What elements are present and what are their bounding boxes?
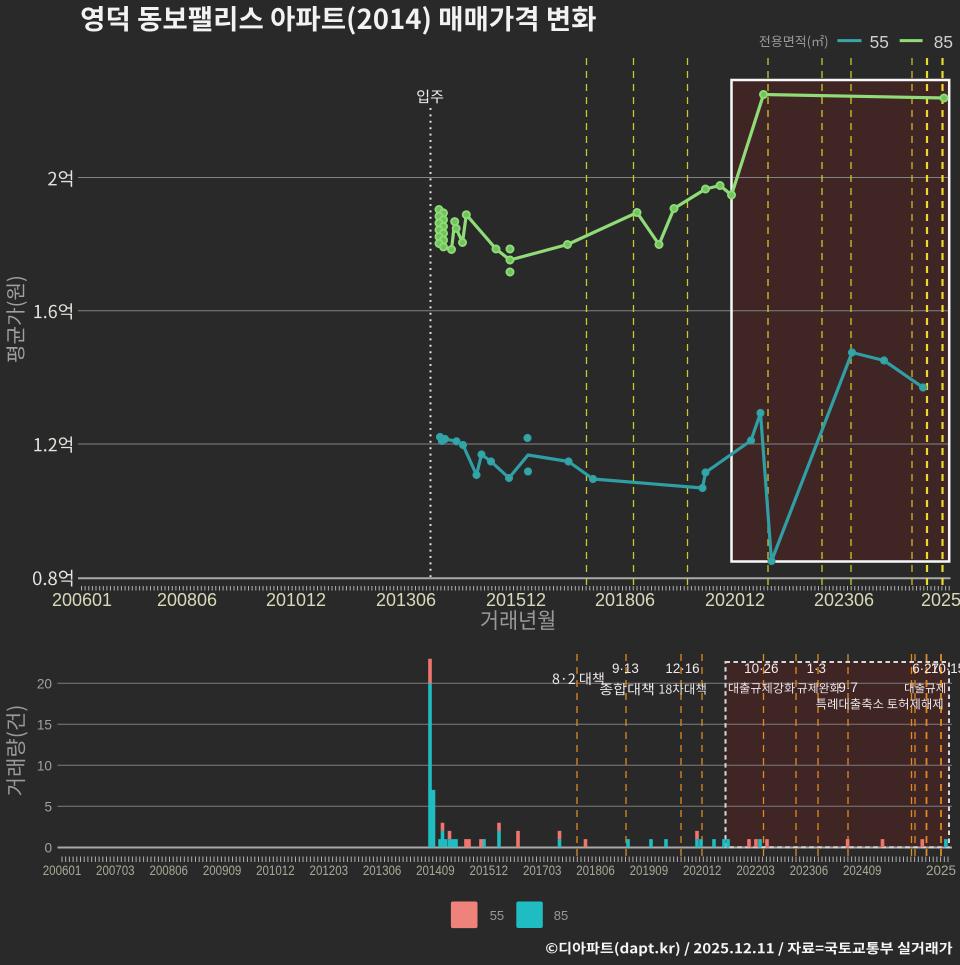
svg-text:1·3: 1·3 — [807, 661, 826, 676]
svg-text:85: 85 — [554, 908, 568, 923]
svg-text:200806: 200806 — [149, 862, 188, 878]
svg-text:200909: 200909 — [203, 862, 242, 878]
svg-text:2025: 2025 — [926, 862, 956, 878]
svg-text:202012: 202012 — [705, 590, 765, 610]
svg-text:201806: 201806 — [595, 590, 655, 610]
svg-text:201409: 201409 — [416, 862, 455, 878]
svg-text:202203: 202203 — [736, 862, 775, 878]
svg-text:2025: 2025 — [921, 590, 960, 610]
svg-text:201306: 201306 — [376, 590, 436, 610]
svg-text:201703: 201703 — [523, 862, 562, 878]
svg-text:20: 20 — [37, 677, 53, 692]
svg-text:201909: 201909 — [630, 862, 669, 878]
svg-text:200703: 200703 — [96, 862, 135, 878]
svg-text:5: 5 — [44, 800, 52, 815]
svg-text:201806: 201806 — [576, 862, 615, 878]
svg-text:10·15: 10·15 — [931, 661, 960, 676]
svg-text:201306: 201306 — [363, 862, 402, 878]
svg-text:10·26: 10·26 — [744, 661, 778, 676]
svg-text:202306: 202306 — [790, 862, 829, 878]
svg-text:9·13: 9·13 — [612, 661, 639, 676]
svg-text:200601: 200601 — [43, 862, 82, 878]
svg-text:10: 10 — [37, 759, 53, 774]
svg-text:15: 15 — [37, 718, 52, 733]
svg-text:6·27: 6·27 — [912, 661, 939, 676]
svg-text:201512: 201512 — [470, 862, 509, 878]
svg-text:55: 55 — [490, 908, 504, 923]
svg-text:202012: 202012 — [683, 862, 722, 878]
svg-text:9·7: 9·7 — [838, 680, 857, 695]
svg-text:200601: 200601 — [52, 590, 112, 610]
svg-text:201203: 201203 — [310, 862, 349, 878]
svg-text:201012: 201012 — [256, 862, 295, 878]
svg-text:12·16: 12·16 — [665, 661, 699, 676]
svg-text:85: 85 — [934, 32, 953, 52]
svg-text:201012: 201012 — [266, 590, 326, 610]
svg-text:0: 0 — [44, 841, 52, 856]
svg-text:202306: 202306 — [814, 590, 874, 610]
svg-text:55: 55 — [870, 32, 889, 52]
svg-text:202409: 202409 — [843, 862, 882, 878]
svg-text:201512: 201512 — [486, 590, 546, 610]
svg-text:200806: 200806 — [157, 590, 217, 610]
